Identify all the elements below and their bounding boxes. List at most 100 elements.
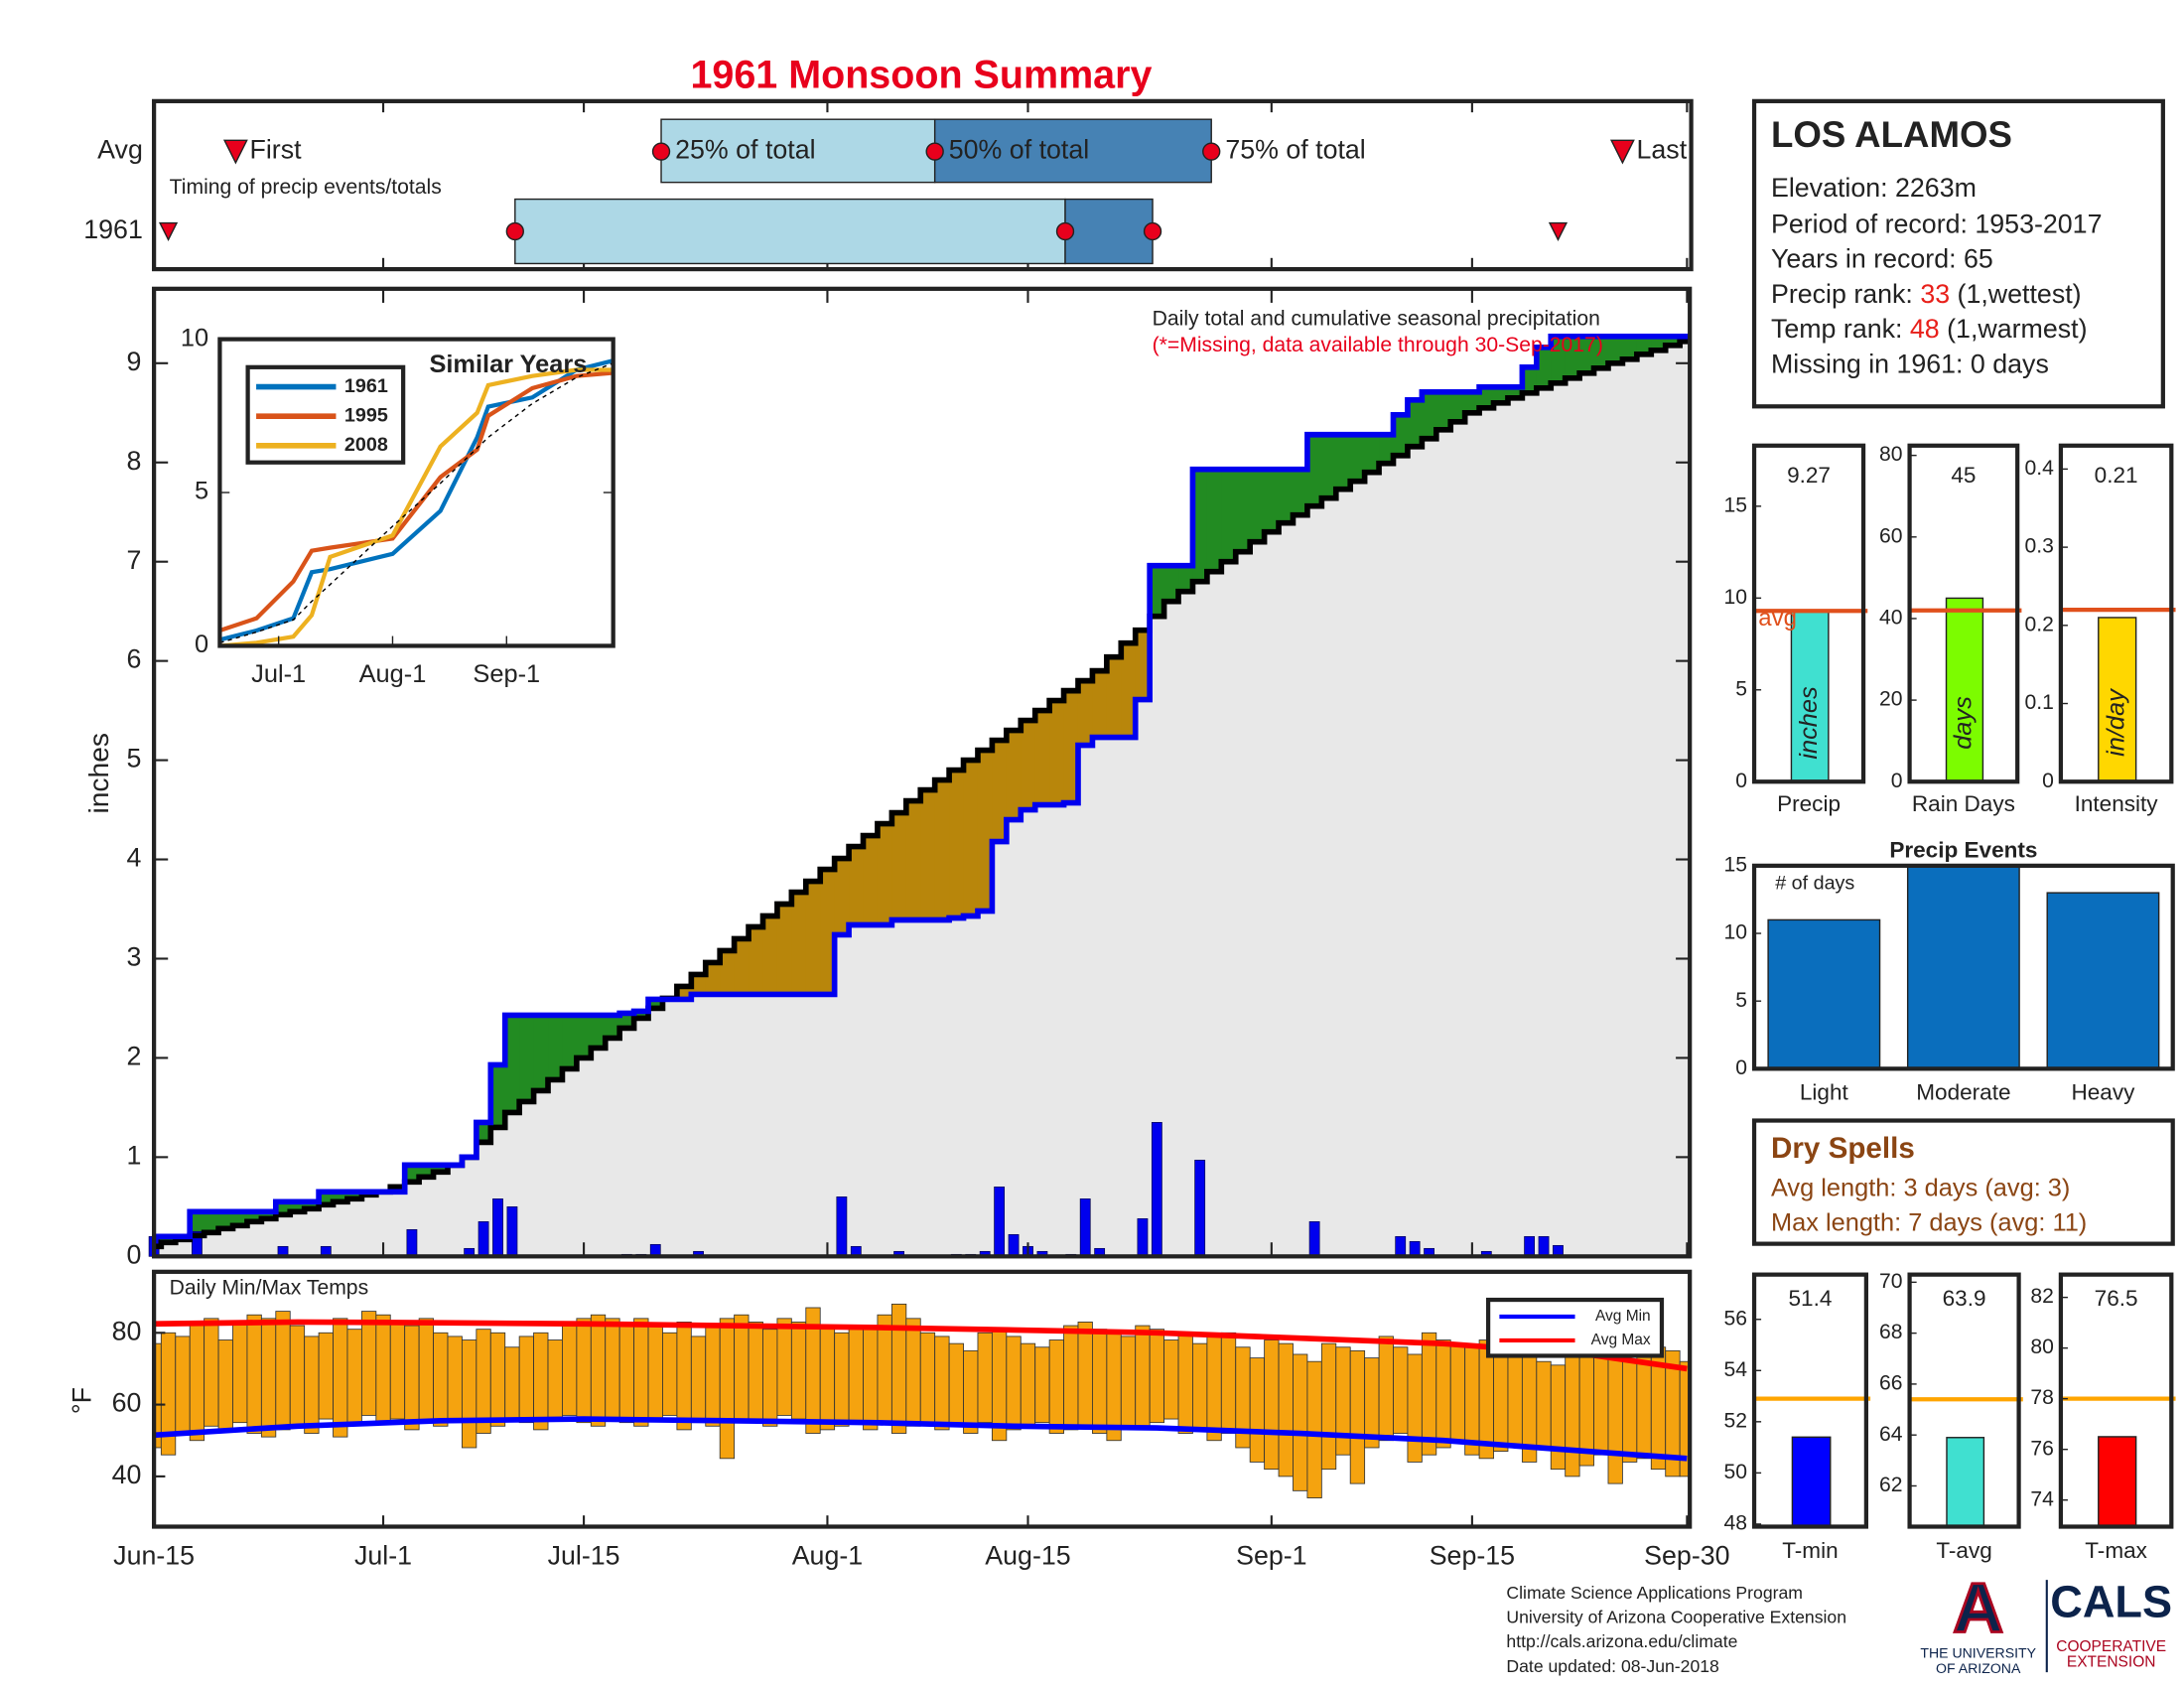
departure-fill [633, 1011, 649, 1019]
departure-fill [1479, 386, 1495, 408]
temp-bar [1163, 1339, 1179, 1420]
departure-fill [1178, 565, 1194, 592]
y-tick-label: 8 [127, 446, 142, 476]
rank-part: (1,warmest) [1940, 314, 2088, 344]
y-tick-label: 3 [127, 942, 142, 972]
x-tick-label: Aug-15 [985, 1541, 1070, 1571]
x-label: Intensity [2075, 791, 2159, 816]
temp-bar [748, 1322, 763, 1424]
inset-y-tick-label: 10 [181, 324, 208, 352]
departure-fill [1522, 366, 1538, 393]
x-tick-label: Sep-1 [1236, 1541, 1306, 1571]
y-tick-label: 0 [1891, 770, 1903, 792]
temp-bar [762, 1329, 778, 1427]
temp-bar [318, 1332, 334, 1420]
event-bar [1767, 918, 1881, 1070]
y-tick-label: 0 [2042, 770, 2054, 792]
y-tick-label: 80 [1879, 443, 1903, 466]
temp-bar [576, 1318, 592, 1424]
departure-fill [920, 789, 936, 920]
temps-frame [152, 1269, 1693, 1529]
departure-fill [1034, 710, 1050, 805]
unit-label: inches [1795, 686, 1823, 760]
departure-fill [204, 1211, 219, 1233]
departure-fill [820, 869, 836, 995]
missing-note: (*=Missing, data available through 30-Se… [1153, 334, 1603, 356]
temp-bar [1565, 1339, 1580, 1477]
temp-bar [963, 1349, 979, 1434]
temp-bar [848, 1329, 864, 1424]
inset-avg-line [219, 362, 614, 644]
departure-fill [1106, 656, 1122, 738]
timing-label: 75% of total [1225, 135, 1365, 165]
daily-bar [1409, 1240, 1421, 1257]
logo-text: OF ARIZONA [1936, 1660, 2021, 1676]
temp-bar [1407, 1353, 1423, 1463]
temp-bar [562, 1325, 578, 1416]
value-label: 51.4 [1789, 1286, 1833, 1311]
rank-part: Precip rank: [1771, 279, 1920, 309]
x-tick-label: Jul-15 [548, 1541, 620, 1571]
y-tick-label: 2 [127, 1042, 142, 1071]
legend-label: 1995 [344, 404, 388, 426]
x-tick-label: Light [1800, 1080, 1849, 1105]
station-info: Elevation: 2263m [1771, 173, 1977, 203]
x-tick-label: Sep-15 [1430, 1541, 1515, 1571]
unit-label: days [1950, 696, 1978, 750]
y-tick-label: 6 [127, 644, 142, 674]
similar-year-line [219, 367, 614, 648]
timing-label: First [249, 135, 302, 165]
timing-triangle [222, 139, 248, 165]
y-tick-label: 48 [1723, 1512, 1747, 1535]
y-tick-label: 50 [1723, 1461, 1747, 1483]
timing-label: 25% of total [675, 135, 815, 165]
temp-bar [1464, 1346, 1480, 1456]
temps-legend [1485, 1297, 1665, 1358]
temp-bar [1607, 1349, 1623, 1484]
y-tick-label: 0 [1735, 770, 1747, 792]
temp-bar [633, 1318, 649, 1427]
logo-cals: CALS [2050, 1576, 2172, 1626]
departure-fill [877, 823, 893, 925]
departure-fill [404, 1165, 420, 1183]
temp-bar [533, 1332, 549, 1431]
departure-fill [1636, 336, 1652, 354]
temp-bar [890, 1303, 907, 1434]
temp-bar [1063, 1325, 1079, 1431]
departure-fill [1422, 391, 1437, 439]
temp-bar [1378, 1336, 1394, 1442]
departure-fill [1206, 469, 1223, 572]
temp-bar [905, 1318, 921, 1427]
y-axis-label: °F [68, 1387, 97, 1414]
temp-bar [518, 1336, 535, 1424]
daily-bar [506, 1205, 518, 1257]
y-tick-label: 1 [127, 1140, 142, 1170]
departure-fill [949, 770, 965, 918]
y-tick-label: 60 [1879, 524, 1903, 547]
timing-dot [1055, 221, 1075, 241]
daily-bar [406, 1228, 418, 1257]
departure-fill [419, 1165, 435, 1178]
temp-bar [1421, 1332, 1437, 1456]
value-label: 76.5 [2095, 1286, 2138, 1311]
x-label: T-avg [1936, 1538, 1991, 1563]
departure-fill [1221, 469, 1237, 562]
y-tick-label: 5 [127, 744, 142, 774]
y-tick-label: 0.1 [2024, 691, 2053, 714]
daily-bar [836, 1196, 848, 1257]
y-tick-label: 60 [112, 1388, 142, 1418]
departure-fill [1321, 434, 1337, 498]
unit-label: in/day [2102, 688, 2129, 757]
similar-year-line [218, 370, 614, 633]
mini-bar [1791, 1436, 1832, 1528]
legend-label: 1961 [344, 375, 388, 397]
credit-line: Climate Science Applications Program [1506, 1583, 1803, 1603]
y-tick-label: 66 [1879, 1372, 1903, 1395]
y-tick-label: 74 [2030, 1487, 2054, 1510]
temp-bar [1349, 1349, 1366, 1484]
mini-frame [2058, 1272, 2174, 1529]
temp-bar [289, 1325, 306, 1427]
daily-bar [1524, 1235, 1536, 1257]
departure-fill [1293, 469, 1308, 515]
departure-fill [1407, 399, 1424, 447]
